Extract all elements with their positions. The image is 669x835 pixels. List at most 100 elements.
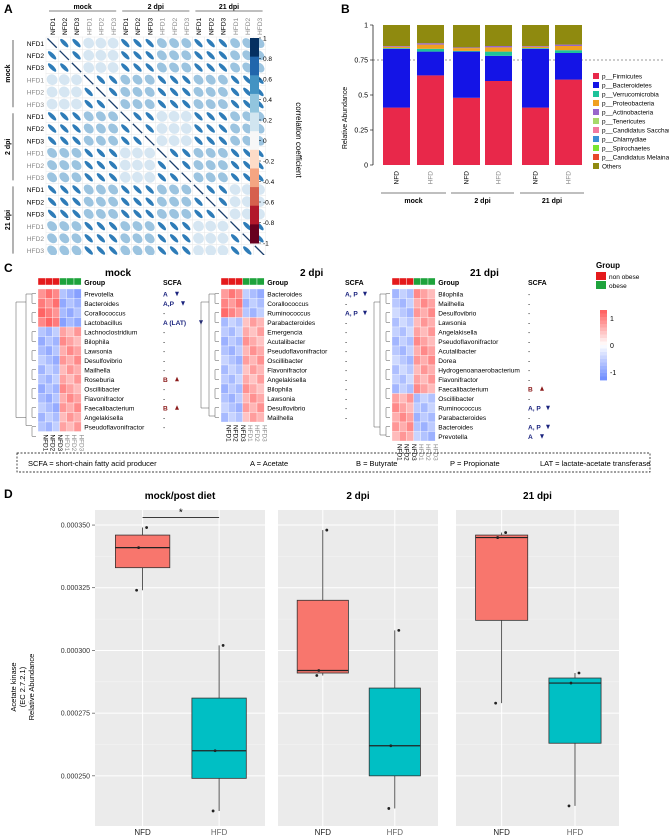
col-label: NFD1: [50, 17, 57, 35]
group-row-label: Group: [438, 280, 459, 287]
colorbar-segment: [250, 75, 259, 95]
correlation-ellipse: [120, 74, 131, 85]
y-tick-label: 0.000300: [61, 648, 90, 655]
scfa-value: B: [528, 386, 533, 393]
scale-tick: 1: [610, 316, 614, 323]
heatmap-cell: [427, 374, 436, 385]
heatmap-cell: [52, 374, 60, 385]
taxon-label: Bilophila: [267, 386, 292, 393]
correlation-ellipse: [230, 173, 240, 182]
bar-group-label: mock: [404, 198, 422, 205]
correlation-ellipse: [59, 147, 70, 158]
correlation-ellipse: [133, 112, 142, 121]
x-axis-label: NFD: [315, 828, 332, 835]
correlation-ellipse: [205, 160, 216, 171]
scale-tick: 0: [610, 343, 614, 350]
correlation-ellipse: [193, 74, 204, 85]
correlation-ellipse: [169, 246, 179, 255]
heatmap-cell: [406, 298, 414, 309]
taxon-label: Angelakisella: [438, 329, 477, 336]
bar-segment: [522, 46, 549, 49]
heatmap-cell: [256, 336, 265, 347]
sample-label: NFD3: [56, 435, 63, 452]
correlation-ellipse: [132, 171, 143, 183]
taxon-label: Bacteroides: [438, 424, 474, 431]
nfd-box: [296, 599, 349, 674]
correlation-ellipse: [194, 124, 203, 133]
bar-segment: [555, 53, 582, 80]
taxon-label: Angelakisella: [84, 415, 123, 422]
heatmap-cell: [37, 393, 46, 404]
correlation-ellipse: [120, 233, 131, 244]
heatmap-cell: [37, 355, 46, 366]
correlation-ellipse: [133, 51, 142, 60]
correlation-ellipse: [193, 232, 204, 244]
heatmap-cell: [52, 288, 60, 299]
group-strip-cell: [391, 277, 400, 286]
heatmap-cell: [59, 364, 67, 375]
col-label: HFD3: [257, 17, 264, 35]
correlation-ellipse: [168, 123, 180, 134]
bar-segment: [485, 25, 512, 46]
scale-segment: [600, 310, 607, 314]
taxon-label: Parabacteroides: [267, 320, 316, 327]
y-tick-label: 0: [364, 163, 368, 170]
correlation-ellipse: [58, 98, 70, 110]
taxon-label: Oscillibacter: [438, 396, 475, 403]
heatmap-cell: [235, 317, 243, 328]
correlation-ellipse: [144, 233, 155, 244]
heatmap-cell: [45, 412, 53, 423]
col-label: NFD2: [135, 17, 142, 35]
col-label: HFD1: [233, 17, 240, 35]
panel-d-letter: D: [4, 487, 13, 501]
bar-segment: [453, 50, 480, 52]
colorbar-tick: 0.6: [263, 77, 272, 84]
correlation-ellipse: [182, 221, 191, 231]
correlation-ellipse: [169, 221, 179, 231]
correlation-ellipse: [132, 221, 143, 232]
scfa-value: A,P: [163, 301, 175, 308]
correlation-ellipse: [193, 86, 204, 97]
heatmap-cell: [399, 431, 407, 442]
correlation-ellipse: [47, 209, 57, 219]
group-strip-cell: [52, 277, 60, 286]
group-row-label: Group: [267, 280, 288, 287]
correlation-ellipse: [83, 123, 94, 134]
correlation-ellipse: [180, 135, 192, 147]
bar-segment: [453, 47, 480, 49]
heatmap-cell: [406, 402, 414, 413]
correlation-ellipse: [46, 86, 58, 98]
correlation-ellipse: [108, 148, 118, 158]
correlation-ellipse: [71, 147, 82, 158]
diagonal-mark: [59, 50, 70, 61]
correlation-ellipse: [243, 99, 252, 109]
taxon-label: Ruminococcus: [267, 310, 311, 317]
footnote-acetate: A = Acetate: [250, 459, 288, 468]
heatmap-cell: [220, 345, 229, 356]
arrow-down-icon: [546, 424, 550, 430]
correlation-ellipse: [182, 87, 191, 97]
correlation-ellipse: [194, 136, 203, 145]
heatmap-cell: [235, 383, 243, 394]
heatmap-cell: [66, 421, 75, 432]
correlation-ellipse: [230, 148, 240, 158]
heatmap-cell: [52, 402, 60, 413]
correlation-ellipse: [59, 160, 70, 171]
correlation-ellipse: [96, 75, 106, 84]
scale-segment: [600, 320, 607, 325]
correlation-ellipse: [156, 62, 167, 73]
legend-swatch: [593, 163, 599, 169]
dendrogram: [200, 293, 219, 418]
correlation-ellipse: [230, 246, 240, 255]
heatmap-cell: [59, 326, 67, 337]
correlation-ellipse: [169, 234, 179, 243]
heatmap-cell: [59, 383, 67, 394]
sample-label: HFD1: [417, 444, 424, 461]
colorbar-tick: 0.2: [263, 118, 272, 125]
heatmap-title-mock: mock: [105, 268, 132, 279]
correlation-ellipse: [168, 110, 180, 122]
heatmap-cell: [220, 393, 229, 404]
scfa-value: A: [528, 434, 533, 441]
correlation-ellipse: [59, 172, 70, 183]
heatmap-cell: [427, 307, 436, 318]
